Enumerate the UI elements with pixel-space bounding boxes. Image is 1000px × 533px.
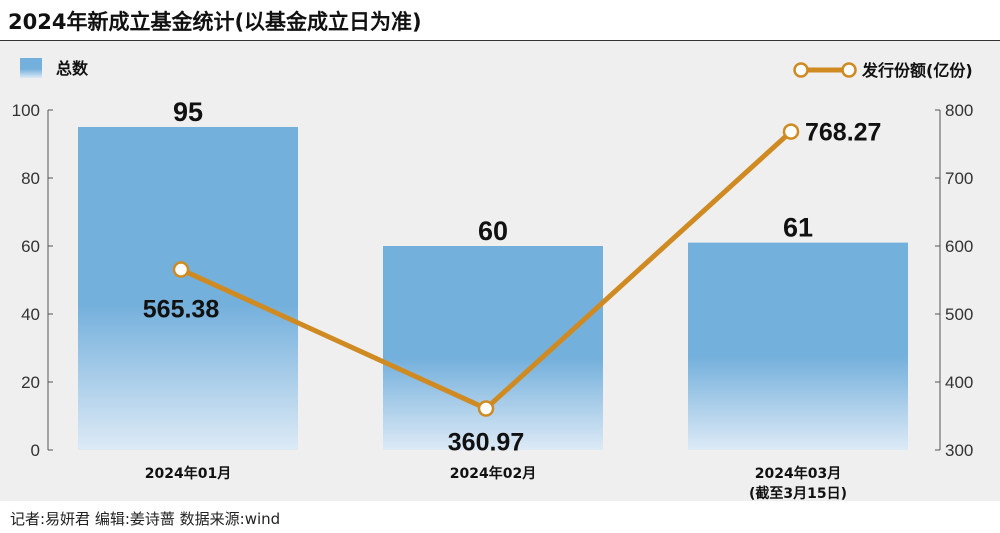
category-label: 2024年01月 — [145, 465, 231, 482]
legend-bar-label: 总数 — [56, 59, 89, 78]
line-point — [477, 400, 495, 417]
line-series — [172, 123, 800, 417]
category-label: 2024年03月 — [755, 465, 841, 482]
bar-value-label: 95 — [173, 97, 203, 127]
data-labels: 95 60 61 565.38 360.97 768.27 — [143, 97, 882, 457]
left-tick-label: 100 — [12, 101, 40, 120]
legend-marker-left — [793, 62, 809, 78]
right-tick-label: 400 — [945, 373, 973, 392]
left-tick-label: 20 — [21, 373, 40, 392]
right-tick-label: 700 — [945, 169, 973, 188]
right-tick-label: 600 — [945, 237, 973, 256]
legend-line-label: 发行份额(亿份) — [861, 61, 973, 80]
legend-marker-right — [841, 62, 857, 78]
right-tick-label: 800 — [945, 101, 973, 120]
bars — [78, 127, 908, 450]
bar-value-label: 61 — [783, 213, 813, 243]
left-tick-label: 60 — [21, 237, 40, 256]
bar — [383, 246, 603, 450]
line-point — [172, 261, 190, 278]
line-value-label: 565.38 — [143, 296, 220, 324]
left-tick-label: 0 — [31, 441, 40, 460]
right-tick-label: 500 — [945, 305, 973, 324]
category-label: 2024年02月 — [450, 465, 536, 482]
bar-value-label: 60 — [478, 216, 508, 246]
right-tick-label: 300 — [945, 441, 973, 460]
legend: 总数 发行份额(亿份) — [20, 58, 973, 80]
legend-bar-swatch — [20, 58, 42, 78]
axes: 0 20 40 60 80 100 300 400 500 600 700 800 — [12, 101, 974, 460]
line-value-label: 360.97 — [448, 429, 524, 457]
category-labels: 2024年01月 2024年02月 2024年03月 (截至3月15日) — [145, 465, 847, 502]
footer-credits: 记者:易妍君 编辑:姜诗蔷 数据来源:wind — [10, 510, 281, 528]
line-value-label: 768.27 — [805, 119, 881, 147]
bar — [688, 242, 908, 450]
bar — [78, 127, 298, 450]
left-tick-label: 40 — [21, 305, 40, 324]
title-bar: 2024年新成立基金统计(以基金成立日为准) — [0, 0, 1000, 41]
left-tick-label: 80 — [21, 169, 40, 188]
chart-title: 2024年新成立基金统计(以基金成立日为准) — [8, 10, 422, 34]
category-sublabel: (截至3月15日) — [749, 485, 847, 502]
line-point — [782, 123, 800, 140]
